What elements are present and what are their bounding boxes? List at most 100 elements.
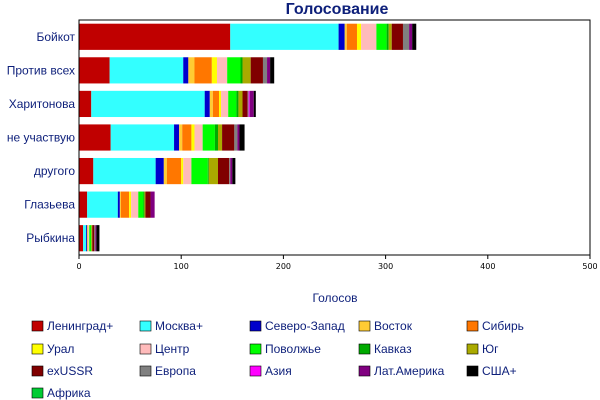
chart-title: Голосование: [286, 1, 389, 18]
bar-segment: [249, 90, 254, 118]
bar-segment: [145, 191, 151, 218]
bar-segment: [87, 225, 89, 252]
category-label: Харитонова: [9, 97, 76, 111]
bar-segment: [212, 90, 220, 118]
bar-segment: [120, 191, 130, 218]
bar-segment: [95, 225, 97, 252]
bar-segment: [183, 157, 192, 185]
bar-segment: [216, 57, 228, 84]
plot-frame: [78, 19, 591, 256]
legend-label: Сибирь: [482, 319, 524, 333]
bar-segment: [391, 23, 403, 50]
bar-segment: [109, 57, 184, 84]
bar-segment: [338, 23, 345, 50]
bar-segment: [388, 23, 392, 50]
bar-segment: [409, 23, 413, 50]
bar-segment: [209, 90, 213, 118]
bar-segment: [79, 57, 110, 84]
legend-label: Северо-Запад: [265, 319, 345, 333]
bar-segment: [91, 225, 93, 252]
x-axis-title: Голосов: [312, 291, 357, 305]
legend: Ленинград+ Москва+ Северо-Запад Восток Сибир…: [31, 319, 524, 400]
bar-segment: [402, 23, 410, 50]
bar-segment: [183, 57, 189, 84]
legend-label: Европа: [155, 364, 196, 378]
bar-segment: [237, 124, 240, 151]
bar-segment: [131, 191, 139, 218]
x-tick-label: 100: [174, 262, 189, 271]
legend-label: exUSSR: [47, 364, 93, 378]
bar-segment: [217, 157, 230, 185]
bar-segment: [91, 90, 205, 118]
legend-label: Ленинград+: [47, 319, 113, 333]
legend-swatch: [139, 343, 152, 355]
bar-segment: [356, 23, 362, 50]
legend-swatch: [31, 387, 44, 399]
bar-segment: [214, 124, 218, 151]
bar-segment: [361, 23, 377, 50]
bar-segment: [240, 57, 243, 84]
bar-segment: [217, 124, 223, 151]
bar-segment: [96, 225, 100, 252]
bar-segment: [83, 225, 87, 252]
bar-segment: [89, 225, 92, 252]
bar-segment: [182, 124, 192, 151]
bar-segment: [222, 124, 235, 151]
bar-segment: [270, 57, 275, 84]
bar-segment: [247, 90, 249, 118]
category-labels: Бойкот Против всех Харитонова не участвую др…: [7, 30, 76, 245]
bar-segment: [181, 157, 184, 185]
bar-segment: [129, 191, 132, 218]
legend-label: США+: [482, 364, 517, 378]
bar-segment: [248, 90, 250, 118]
bar-segment: [346, 23, 357, 50]
bar-segment: [191, 157, 208, 185]
category-label: Глазьева: [24, 198, 75, 212]
bar-segment: [230, 157, 233, 185]
legend-swatch: [139, 320, 152, 332]
x-tick-label: 400: [480, 262, 495, 271]
bar-segment: [79, 124, 111, 151]
bar-segment: [204, 90, 210, 118]
bar-segment: [250, 57, 263, 84]
bar-segment: [262, 57, 268, 84]
category-label: другого: [34, 164, 75, 178]
bar-segment: [211, 57, 217, 84]
bar-segment: [228, 90, 237, 118]
bar-segment: [88, 225, 90, 252]
bar-segment: [242, 57, 251, 84]
bar-segment: [229, 157, 231, 185]
bar-segment: [221, 90, 229, 118]
x-tick-label: 0: [76, 262, 81, 271]
bar-segment: [79, 90, 92, 118]
legend-swatch: [358, 365, 371, 377]
legend-swatch: [31, 365, 44, 377]
bar-segment: [242, 90, 248, 118]
legend-label: Москва+: [155, 319, 203, 333]
category-label: Рыбкина: [26, 231, 75, 245]
legend-swatch: [466, 365, 479, 377]
bar-segment: [232, 157, 236, 185]
bar-segment: [163, 157, 167, 185]
bar-segment: [230, 23, 339, 50]
bar-segment: [253, 90, 256, 118]
x-axis-ticks: 0 100 200 300 400 500: [76, 255, 598, 271]
bars-layer: [79, 23, 417, 252]
legend-swatch: [466, 343, 479, 355]
bar-segment: [79, 225, 84, 252]
legend-label: Кавказ: [374, 342, 412, 356]
category-label: не участвую: [7, 131, 75, 145]
bar-segment: [236, 90, 239, 118]
bar-segment: [144, 191, 146, 218]
legend-swatch: [249, 365, 262, 377]
bar-segment: [234, 124, 238, 151]
bar-segment: [117, 191, 120, 218]
bar-segment: [79, 157, 94, 185]
legend-swatch: [466, 320, 479, 332]
legend-label: Азия: [265, 364, 292, 378]
legend-swatch: [31, 343, 44, 355]
legend-label: Юг: [482, 342, 499, 356]
legend-label: Лат.Америка: [374, 364, 445, 378]
category-label: Против всех: [7, 63, 75, 77]
